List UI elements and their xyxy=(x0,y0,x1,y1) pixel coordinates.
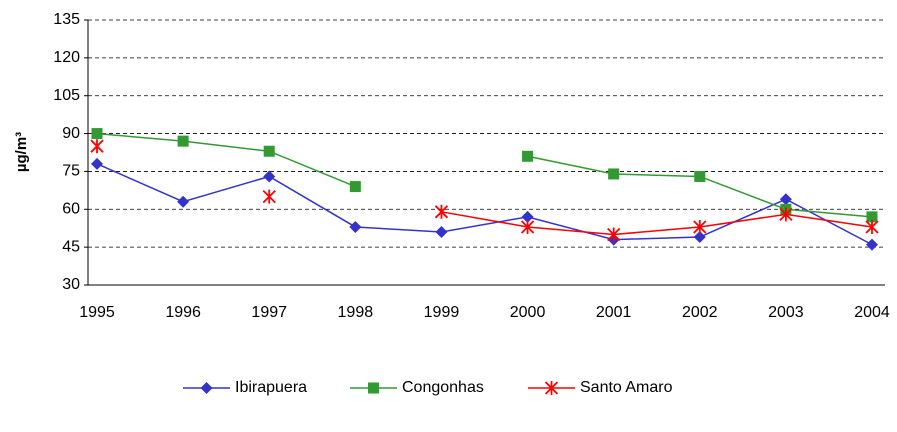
legend-marker xyxy=(200,382,213,394)
y-tick-label: 135 xyxy=(53,11,80,28)
x-tick-label: 2001 xyxy=(596,304,632,321)
marker xyxy=(90,139,104,154)
marker xyxy=(177,135,189,147)
marker xyxy=(607,227,621,242)
x-tick-label: 2002 xyxy=(682,304,718,321)
series-line xyxy=(96,132,873,218)
marker xyxy=(262,189,276,204)
marker xyxy=(177,195,190,208)
marker xyxy=(866,211,878,223)
marker xyxy=(520,219,535,234)
y-axis-label: µg/m³ xyxy=(13,132,30,172)
marker xyxy=(693,219,707,234)
legend-item: Ibirapuera xyxy=(183,379,307,396)
y-tick-label: 60 xyxy=(62,201,80,218)
legend-item: Santo Amaro xyxy=(528,379,673,396)
x-tick-label: 1999 xyxy=(424,304,460,321)
x-tick-label: 1997 xyxy=(251,304,287,321)
legend-label: Ibirapuera xyxy=(235,379,307,396)
marker xyxy=(263,145,275,157)
legend-marker xyxy=(368,382,379,394)
marker xyxy=(349,220,362,233)
marker xyxy=(865,219,879,234)
marker xyxy=(608,168,620,180)
y-tick-label: 120 xyxy=(53,49,80,66)
legend-label: Congonhas xyxy=(402,379,484,396)
series-line xyxy=(441,211,873,236)
marker xyxy=(694,170,706,182)
y-tick-label: 75 xyxy=(62,163,80,180)
marker xyxy=(434,204,449,219)
y-tick-label: 90 xyxy=(62,125,80,142)
marker xyxy=(779,207,793,222)
x-tick-label: 2003 xyxy=(768,304,804,321)
marker xyxy=(693,231,706,244)
marker xyxy=(779,193,792,206)
marker xyxy=(91,128,103,140)
legend-label: Santo Amaro xyxy=(580,379,673,396)
x-tick-label: 1996 xyxy=(165,304,201,321)
marker xyxy=(349,181,361,193)
marker xyxy=(435,226,448,238)
y-tick-label: 105 xyxy=(53,87,80,104)
marker xyxy=(866,238,878,251)
marker xyxy=(263,170,276,183)
x-tick-label: 1995 xyxy=(79,304,115,321)
legend-item: Congonhas xyxy=(350,379,484,396)
marker xyxy=(91,157,103,170)
series-line xyxy=(96,163,873,246)
y-tick-label: 30 xyxy=(62,276,80,293)
x-tick-label: 2004 xyxy=(854,304,890,321)
legend-marker xyxy=(544,381,559,395)
marker xyxy=(521,210,534,223)
x-tick-label: 2000 xyxy=(510,304,546,321)
y-tick-label: 45 xyxy=(62,238,80,255)
marker xyxy=(522,150,534,162)
x-tick-label: 1998 xyxy=(338,304,374,321)
